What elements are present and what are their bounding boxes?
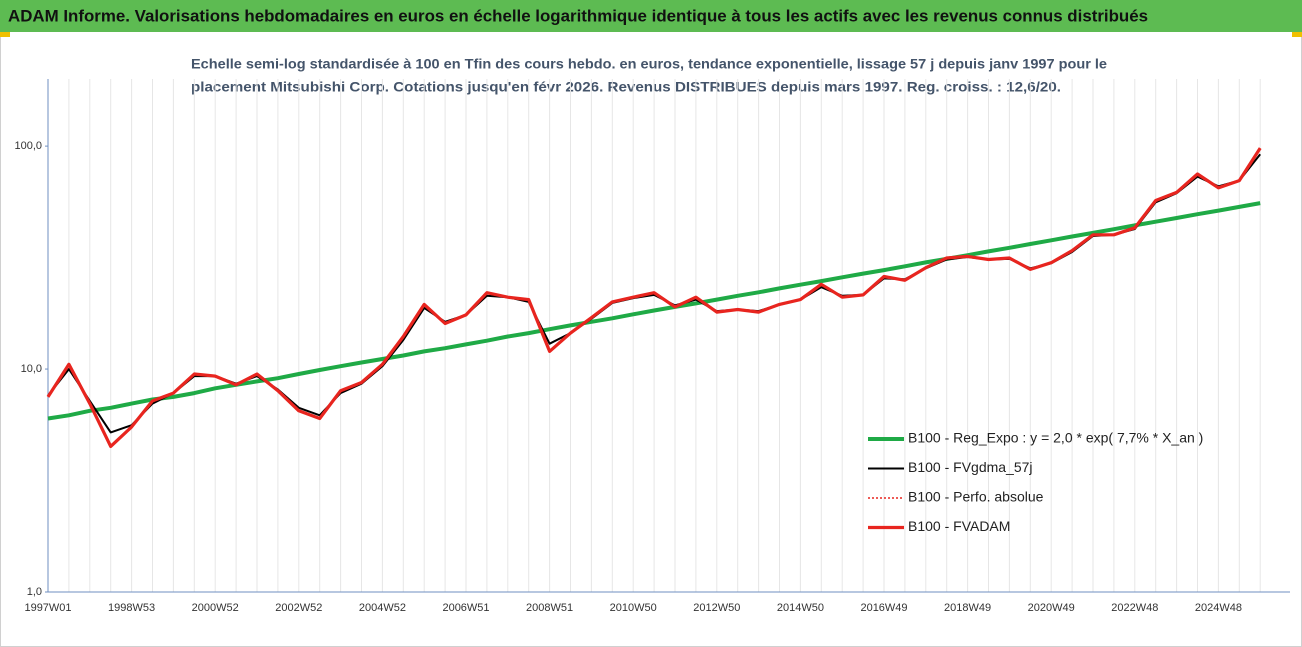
chart-subtitle: placement Mitsubishi Corp. Cotations jus… — [191, 79, 1061, 95]
chart-title: ADAM Informe. Valorisations hebdomadaire… — [8, 6, 1148, 25]
x-tick-label: 1998W53 — [108, 602, 155, 614]
x-tick-label: 2006W51 — [442, 602, 489, 614]
legend-label: B100 - FVgdma_57j — [908, 459, 1033, 475]
x-tick-label: 2022W48 — [1111, 602, 1158, 614]
y-tick-label: 100,0 — [14, 140, 42, 152]
title-bar — [0, 0, 1302, 32]
x-tick-label: 2010W50 — [610, 602, 657, 614]
legend-label: B100 - Perfo. absolue — [908, 489, 1044, 505]
x-tick-label: 1997W01 — [24, 602, 71, 614]
x-tick-label: 2004W52 — [359, 602, 406, 614]
series-line — [46, 147, 1262, 448]
x-tick-label: 2020W49 — [1028, 602, 1075, 614]
x-tick-label: 2016W49 — [860, 602, 907, 614]
x-tick-label: 2024W48 — [1195, 602, 1242, 614]
x-tick-label: 2014W50 — [777, 602, 824, 614]
legend-label: B100 - Reg_Expo : y = 2,0 * exp( 7,7% * … — [908, 430, 1203, 446]
x-tick-label: 2012W50 — [693, 602, 740, 614]
legend-label: B100 - FVADAM — [908, 518, 1010, 534]
series-line — [47, 201, 1261, 421]
x-tick-label: 2018W49 — [944, 602, 991, 614]
y-tick-label: 1,0 — [27, 586, 42, 598]
corner-mark — [0, 32, 10, 37]
y-tick-label: 10,0 — [21, 363, 42, 375]
x-tick-label: 2008W51 — [526, 602, 573, 614]
x-tick-label: 2000W52 — [192, 602, 239, 614]
chart-subtitle: Echelle semi-log standardisée à 100 en T… — [191, 56, 1107, 72]
corner-mark — [1292, 32, 1302, 37]
x-tick-label: 2002W52 — [275, 602, 322, 614]
